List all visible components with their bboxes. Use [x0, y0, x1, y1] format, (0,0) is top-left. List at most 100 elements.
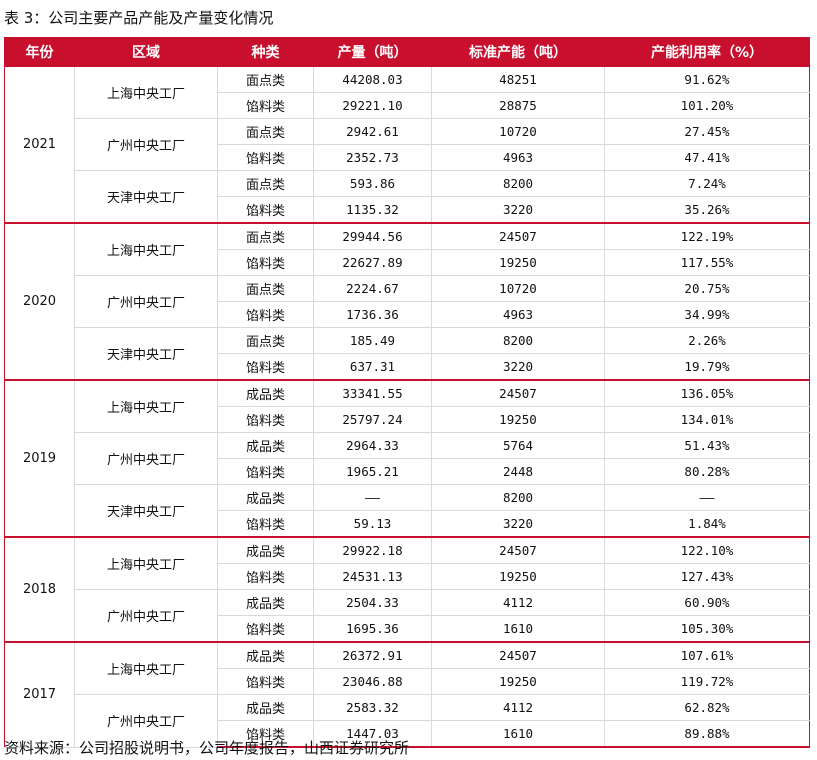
- header-output: 产量（吨）: [313, 37, 432, 67]
- capacity-cell: 8200: [431, 484, 605, 511]
- output-cell: 29944.56: [313, 222, 432, 250]
- kind-cell: 馅料类: [217, 668, 314, 695]
- utilization-cell: 62.82%: [604, 694, 810, 721]
- region-cell: 广州中央工厂: [74, 589, 218, 643]
- table-row: 馅料类 1135.32 3220 35.26%: [5, 196, 810, 224]
- region-cell: 广州中央工厂: [74, 432, 218, 485]
- utilization-cell: 34.99%: [604, 301, 810, 328]
- table-row: 广州中央工厂 面点类 2224.67 10720 20.75%: [5, 275, 810, 328]
- year-cell: 2019: [4, 379, 75, 538]
- output-cell: 1135.32: [313, 196, 432, 224]
- utilization-cell: 122.10%: [604, 536, 810, 564]
- table-title: 表 3：公司主要产品产能及产量变化情况: [4, 9, 274, 27]
- kind-cell: 馅料类: [217, 615, 314, 643]
- kind-cell: 馅料类: [217, 406, 314, 433]
- kind-cell: 馅料类: [217, 720, 314, 748]
- utilization-cell: 60.90%: [604, 589, 810, 616]
- capacity-cell: 1610: [431, 720, 605, 748]
- table-row: 馅料类 25797.24 19250 134.01%: [5, 406, 810, 433]
- table-row: 广州中央工厂 成品类 2964.33 5764 51.43%: [5, 432, 810, 485]
- capacity-cell: 2448: [431, 458, 605, 485]
- header-kind: 种类: [217, 37, 314, 67]
- kind-cell: 馅料类: [217, 144, 314, 171]
- header-utilization: 产能利用率（%）: [604, 37, 810, 67]
- region-cell: 上海中央工厂: [74, 536, 218, 590]
- output-cell: 637.31: [313, 353, 432, 381]
- capacity-cell: 19250: [431, 668, 605, 695]
- kind-cell: 成品类: [217, 536, 314, 564]
- table-row: 2017 上海中央工厂 成品类 26372.91 24507 107.61%: [4, 641, 810, 748]
- year-cell: 2021: [4, 65, 75, 224]
- output-cell: 185.49: [313, 327, 432, 354]
- table-row: 馅料类 29221.10 28875 101.20%: [5, 92, 810, 119]
- output-cell: 24531.13: [313, 563, 432, 590]
- kind-cell: 面点类: [217, 275, 314, 302]
- capacity-cell: 5764: [431, 432, 605, 459]
- region-cell: 上海中央工厂: [74, 641, 218, 695]
- region-cell: 上海中央工厂: [74, 222, 218, 276]
- table-row: 馅料类 1965.21 2448 80.28%: [5, 458, 810, 485]
- region-cell: 广州中央工厂: [74, 118, 218, 171]
- year-cell: 2017: [4, 641, 75, 748]
- header-year: 年份: [4, 37, 75, 67]
- region-cell: 天津中央工厂: [74, 327, 218, 381]
- output-cell: 2224.67: [313, 275, 432, 302]
- kind-cell: 成品类: [217, 484, 314, 511]
- table-row: 馅料类 1447.03 1610 89.88%: [5, 720, 810, 748]
- kind-cell: 馅料类: [217, 196, 314, 224]
- table-row: 2020 上海中央工厂 面点类 29944.56 24507 122.19%: [4, 222, 810, 381]
- output-cell: 1736.36: [313, 301, 432, 328]
- capacity-cell: 4963: [431, 144, 605, 171]
- output-cell: 25797.24: [313, 406, 432, 433]
- table-row: 馅料类 24531.13 19250 127.43%: [5, 563, 810, 590]
- utilization-cell: 91.62%: [604, 65, 810, 93]
- output-cell: 44208.03: [313, 65, 432, 93]
- capacity-cell: 3220: [431, 196, 605, 224]
- output-cell: 2964.33: [313, 432, 432, 459]
- capacity-cell: 28875: [431, 92, 605, 119]
- utilization-cell: 134.01%: [604, 406, 810, 433]
- utilization-cell: 107.61%: [604, 641, 810, 669]
- utilization-cell: 1.84%: [604, 510, 810, 538]
- region-cell: 广州中央工厂: [74, 694, 218, 748]
- output-cell: 22627.89: [313, 249, 432, 276]
- kind-cell: 馅料类: [217, 92, 314, 119]
- output-cell: 1695.36: [313, 615, 432, 643]
- region-cell: 上海中央工厂: [74, 65, 218, 119]
- output-cell: 593.86: [313, 170, 432, 197]
- table-row: 馅料类 59.13 3220 1.84%: [5, 510, 810, 538]
- kind-cell: 成品类: [217, 432, 314, 459]
- capacity-cell: 48251: [431, 65, 605, 93]
- kind-cell: 面点类: [217, 65, 314, 93]
- capacity-cell: 24507: [431, 379, 605, 407]
- header-capacity: 标准产能（吨）: [431, 37, 605, 67]
- output-cell: 29221.10: [313, 92, 432, 119]
- year-cell: 2020: [4, 222, 75, 381]
- kind-cell: 面点类: [217, 327, 314, 354]
- output-cell: 33341.55: [313, 379, 432, 407]
- utilization-cell: 119.72%: [604, 668, 810, 695]
- utilization-cell: 105.30%: [604, 615, 810, 643]
- capacity-cell: 8200: [431, 327, 605, 354]
- region-cell: 天津中央工厂: [74, 170, 218, 224]
- utilization-cell: 80.28%: [604, 458, 810, 485]
- kind-cell: 成品类: [217, 641, 314, 669]
- utilization-cell: 101.20%: [604, 92, 810, 119]
- utilization-cell: 117.55%: [604, 249, 810, 276]
- capacity-cell: 19250: [431, 249, 605, 276]
- kind-cell: 馅料类: [217, 249, 314, 276]
- table-header-row: 年份 区域 种类 产量（吨） 标准产能（吨） 产能利用率（%）: [4, 37, 810, 67]
- table-row: 馅料类 22627.89 19250 117.55%: [5, 249, 810, 276]
- capacity-cell: 4963: [431, 301, 605, 328]
- kind-cell: 成品类: [217, 379, 314, 407]
- table-row: 2021 上海中央工厂 面点类 44208.03 48251 91.62%: [4, 65, 810, 224]
- utilization-cell: 51.43%: [604, 432, 810, 459]
- kind-cell: 馅料类: [217, 458, 314, 485]
- kind-cell: 馅料类: [217, 563, 314, 590]
- kind-cell: 成品类: [217, 694, 314, 721]
- capacity-cell: 19250: [431, 406, 605, 433]
- output-cell: 26372.91: [313, 641, 432, 669]
- utilization-cell: 122.19%: [604, 222, 810, 250]
- capacity-cell: 1610: [431, 615, 605, 643]
- output-cell: 2942.61: [313, 118, 432, 145]
